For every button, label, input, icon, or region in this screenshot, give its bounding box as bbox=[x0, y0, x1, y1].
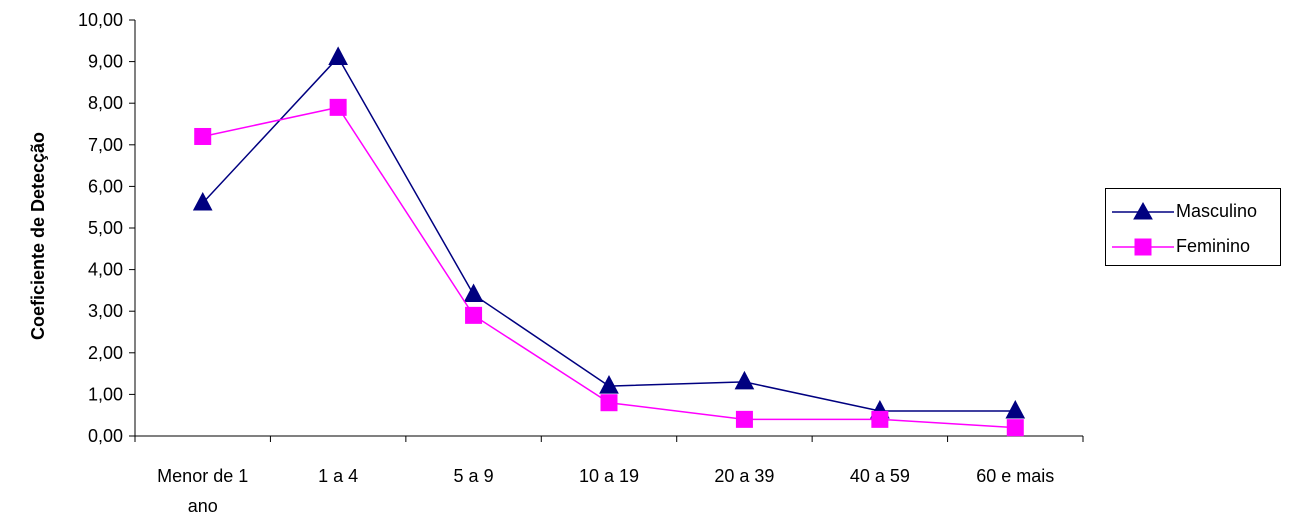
x-tick-label: ano bbox=[188, 496, 218, 516]
y-tick-label: 2,00 bbox=[88, 343, 123, 363]
y-tick-label: 4,00 bbox=[88, 260, 123, 280]
legend-label-masculino: Masculino bbox=[1176, 201, 1258, 221]
y-tick-label: 7,00 bbox=[88, 135, 123, 155]
legend-label-feminino: Feminino bbox=[1176, 236, 1251, 256]
y-axis-title: Coeficiente de Detecção bbox=[28, 132, 48, 340]
y-tick-label: 5,00 bbox=[88, 218, 123, 238]
y-tick-label: 1,00 bbox=[88, 384, 123, 404]
y-tick-label: 9,00 bbox=[88, 52, 123, 72]
x-tick-label: 20 a 39 bbox=[714, 466, 774, 486]
x-tick-labels: Menor de 1 ano 1 a 4 5 a 9 10 a 19 20 a 39 40 … bbox=[157, 466, 1054, 516]
data-point-masculino bbox=[734, 370, 755, 390]
legend-item-feminino: Feminino bbox=[1106, 232, 1280, 262]
series-group bbox=[192, 46, 1026, 437]
data-point-feminino bbox=[600, 394, 618, 412]
data-point-masculino bbox=[463, 283, 484, 303]
x-tick-label: 60 e mais bbox=[976, 466, 1054, 486]
data-point-feminino bbox=[194, 127, 212, 145]
data-point-feminino bbox=[465, 306, 483, 324]
data-point-masculino bbox=[1005, 399, 1026, 419]
x-tick-label: 5 a 9 bbox=[454, 466, 494, 486]
legend: Masculino Feminino bbox=[1105, 188, 1281, 266]
x-tick-label: 1 a 4 bbox=[318, 466, 358, 486]
x-tick-label: Menor de 1 bbox=[157, 466, 248, 486]
x-tick-label: 10 a 19 bbox=[579, 466, 639, 486]
data-point-feminino bbox=[329, 98, 347, 116]
triangle-marker-icon bbox=[1112, 201, 1174, 220]
y-tick-label: 8,00 bbox=[88, 93, 123, 113]
y-tick-label: 10,00 bbox=[78, 10, 123, 30]
y-tick-label: 6,00 bbox=[88, 176, 123, 196]
data-point-feminino bbox=[735, 410, 753, 428]
data-point-feminino bbox=[871, 410, 889, 428]
data-point-feminino bbox=[1006, 419, 1024, 437]
y-tick-label: 0,00 bbox=[88, 426, 123, 446]
data-point-masculino bbox=[328, 46, 348, 65]
legend-item-masculino: Masculino bbox=[1106, 197, 1280, 227]
data-point-masculino bbox=[192, 191, 213, 211]
data-point-masculino bbox=[599, 375, 619, 394]
axes bbox=[129, 19, 1084, 442]
x-tick-label: 40 a 59 bbox=[850, 466, 910, 486]
y-tick-label: 3,00 bbox=[88, 301, 123, 321]
square-marker-icon bbox=[1112, 238, 1174, 256]
y-tick-labels: 0,00 1,00 2,00 3,00 4,00 5,00 6,00 7,00 8,00 9,00… bbox=[78, 10, 123, 446]
